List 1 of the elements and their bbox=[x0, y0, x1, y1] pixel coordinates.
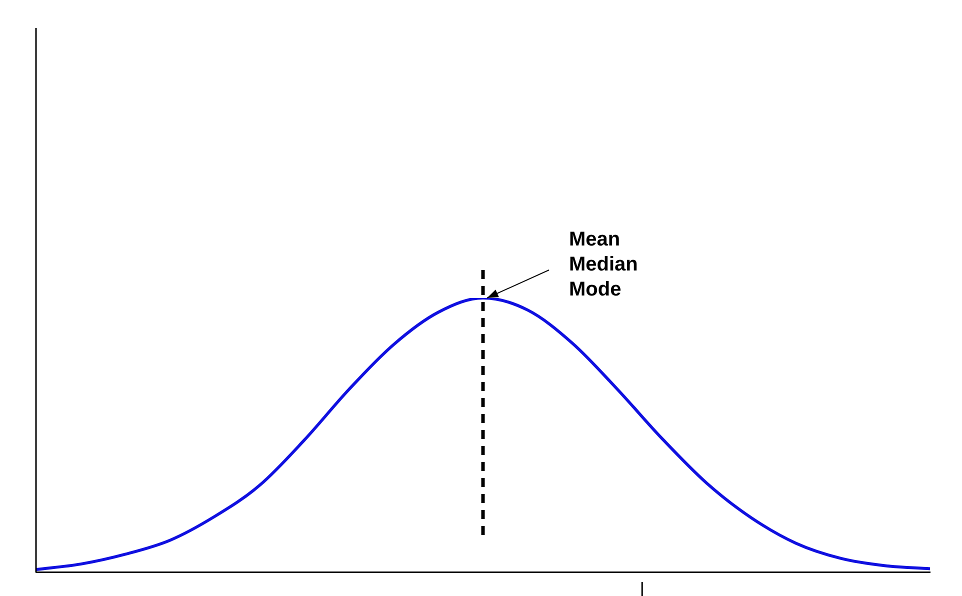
annotation: Mean Median Mode bbox=[569, 228, 638, 301]
